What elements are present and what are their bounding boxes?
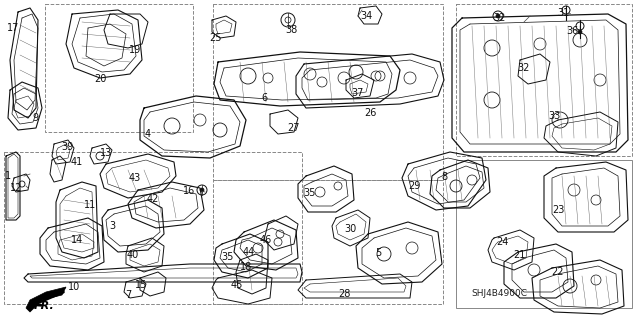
Text: SHJ4B4900C: SHJ4B4900C: [471, 288, 527, 298]
Text: 36: 36: [566, 26, 578, 36]
Circle shape: [578, 30, 582, 34]
Text: 27: 27: [288, 123, 300, 133]
Text: 8: 8: [441, 172, 447, 182]
Text: 35: 35: [304, 188, 316, 198]
Text: 41: 41: [71, 157, 83, 167]
Polygon shape: [26, 287, 66, 312]
Text: 6: 6: [261, 93, 267, 103]
Text: 11: 11: [84, 200, 96, 210]
Text: 5: 5: [375, 248, 381, 258]
Text: 32: 32: [518, 63, 530, 73]
Bar: [213, 4, 443, 180]
Text: 46: 46: [260, 235, 272, 245]
Text: 30: 30: [344, 224, 356, 234]
Text: 25: 25: [209, 33, 221, 43]
Text: 17: 17: [7, 23, 19, 33]
Text: 20: 20: [94, 74, 106, 84]
Text: 12: 12: [10, 183, 22, 193]
Text: 4: 4: [145, 129, 151, 139]
Text: 21: 21: [513, 250, 525, 260]
Text: 14: 14: [71, 235, 83, 245]
Text: 23: 23: [552, 205, 564, 215]
Text: 40: 40: [127, 250, 139, 260]
Text: 45: 45: [231, 280, 243, 290]
Text: 18: 18: [240, 262, 252, 272]
Text: 28: 28: [338, 289, 350, 299]
Text: 35: 35: [222, 252, 234, 262]
Text: 43: 43: [129, 173, 141, 183]
Text: 34: 34: [360, 11, 372, 21]
Text: 24: 24: [496, 237, 508, 247]
Text: 44: 44: [243, 247, 255, 257]
Text: 3: 3: [109, 221, 115, 231]
Text: 22: 22: [552, 267, 564, 277]
Text: 33: 33: [548, 111, 560, 121]
Text: 39: 39: [61, 142, 73, 152]
Text: 10: 10: [68, 282, 80, 292]
Text: 29: 29: [408, 181, 420, 191]
Text: 37: 37: [351, 88, 363, 98]
Bar: [456, 160, 632, 308]
Text: 42: 42: [147, 194, 159, 204]
Text: 19: 19: [129, 45, 141, 55]
Text: 7: 7: [125, 290, 131, 300]
Text: 9: 9: [32, 113, 38, 123]
Text: FR.: FR.: [34, 301, 55, 311]
Text: 1: 1: [5, 171, 11, 181]
Text: 15: 15: [135, 280, 147, 290]
Text: 32: 32: [494, 13, 506, 23]
Bar: [4, 152, 302, 304]
Bar: [213, 180, 443, 304]
Text: 38: 38: [285, 25, 297, 35]
Bar: [45, 4, 193, 132]
Text: 31: 31: [557, 8, 569, 18]
Text: 16: 16: [183, 186, 195, 196]
Bar: [456, 4, 632, 156]
Circle shape: [496, 14, 500, 18]
Circle shape: [200, 188, 204, 192]
Text: 26: 26: [364, 108, 376, 118]
Text: 13: 13: [100, 148, 112, 158]
